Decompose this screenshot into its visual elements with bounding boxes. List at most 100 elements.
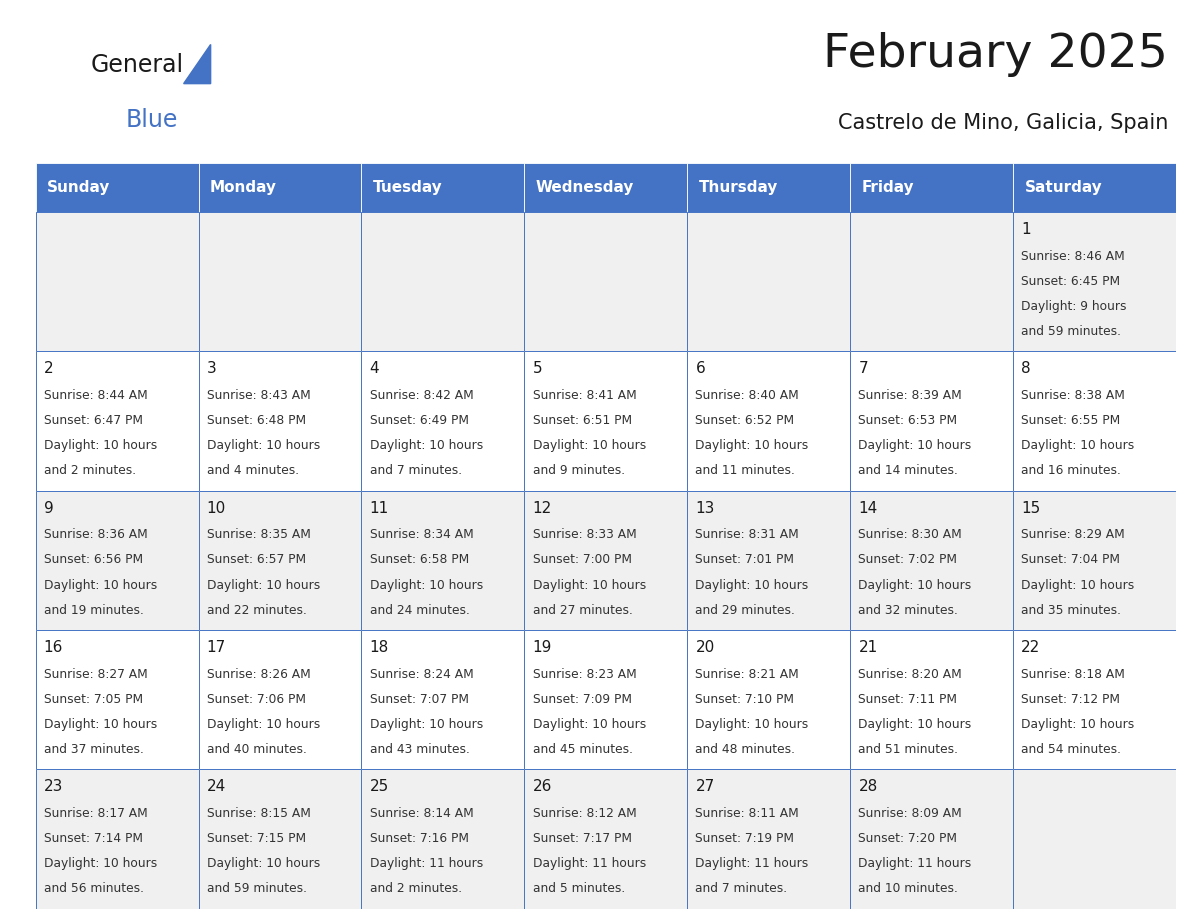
Text: and 2 minutes.: and 2 minutes. <box>44 465 135 477</box>
Text: Daylight: 10 hours: Daylight: 10 hours <box>369 578 482 591</box>
Text: 16: 16 <box>44 640 63 655</box>
Text: Sunset: 7:01 PM: Sunset: 7:01 PM <box>695 554 795 566</box>
Text: 27: 27 <box>695 779 715 794</box>
Text: Sunset: 7:14 PM: Sunset: 7:14 PM <box>44 833 143 845</box>
FancyBboxPatch shape <box>198 212 361 352</box>
Text: Sunset: 6:51 PM: Sunset: 6:51 PM <box>532 414 632 427</box>
Text: and 40 minutes.: and 40 minutes. <box>207 743 307 756</box>
Text: and 27 minutes.: and 27 minutes. <box>532 604 632 617</box>
FancyBboxPatch shape <box>198 163 361 212</box>
Text: Daylight: 10 hours: Daylight: 10 hours <box>1022 439 1135 453</box>
Text: 11: 11 <box>369 500 388 516</box>
Text: Daylight: 10 hours: Daylight: 10 hours <box>44 578 157 591</box>
Text: Daylight: 10 hours: Daylight: 10 hours <box>859 718 972 731</box>
Text: and 45 minutes.: and 45 minutes. <box>532 743 632 756</box>
Text: Daylight: 10 hours: Daylight: 10 hours <box>44 857 157 870</box>
Text: Sunset: 7:07 PM: Sunset: 7:07 PM <box>369 693 468 706</box>
Text: 7: 7 <box>859 361 868 376</box>
Text: and 4 minutes.: and 4 minutes. <box>207 465 299 477</box>
Text: Sunrise: 8:21 AM: Sunrise: 8:21 AM <box>695 667 800 681</box>
Text: Daylight: 10 hours: Daylight: 10 hours <box>532 439 646 453</box>
Text: and 54 minutes.: and 54 minutes. <box>1022 743 1121 756</box>
Text: Sunrise: 8:40 AM: Sunrise: 8:40 AM <box>695 389 800 402</box>
Text: Daylight: 10 hours: Daylight: 10 hours <box>207 718 320 731</box>
Text: Sunset: 6:56 PM: Sunset: 6:56 PM <box>44 554 143 566</box>
Text: and 19 minutes.: and 19 minutes. <box>44 604 144 617</box>
Text: and 16 minutes.: and 16 minutes. <box>1022 465 1121 477</box>
Text: 13: 13 <box>695 500 715 516</box>
Text: Daylight: 11 hours: Daylight: 11 hours <box>695 857 809 870</box>
FancyBboxPatch shape <box>1013 630 1176 769</box>
Text: 20: 20 <box>695 640 715 655</box>
Text: and 59 minutes.: and 59 minutes. <box>1022 325 1121 338</box>
Text: Sunrise: 8:14 AM: Sunrise: 8:14 AM <box>369 807 473 820</box>
Text: 18: 18 <box>369 640 388 655</box>
FancyBboxPatch shape <box>1013 212 1176 352</box>
Text: 10: 10 <box>207 500 226 516</box>
Text: 24: 24 <box>207 779 226 794</box>
Text: Castrelo de Mino, Galicia, Spain: Castrelo de Mino, Galicia, Spain <box>838 113 1168 133</box>
Text: Daylight: 10 hours: Daylight: 10 hours <box>1022 578 1135 591</box>
FancyBboxPatch shape <box>361 630 524 769</box>
Text: and 9 minutes.: and 9 minutes. <box>532 465 625 477</box>
Text: Sunrise: 8:39 AM: Sunrise: 8:39 AM <box>859 389 962 402</box>
Text: Sunrise: 8:30 AM: Sunrise: 8:30 AM <box>859 529 962 542</box>
Text: and 56 minutes.: and 56 minutes. <box>44 882 144 895</box>
Text: Sunset: 6:58 PM: Sunset: 6:58 PM <box>369 554 469 566</box>
Text: Sunset: 7:10 PM: Sunset: 7:10 PM <box>695 693 795 706</box>
Text: and 59 minutes.: and 59 minutes. <box>207 882 307 895</box>
FancyBboxPatch shape <box>1013 769 1176 909</box>
Text: Sunrise: 8:43 AM: Sunrise: 8:43 AM <box>207 389 310 402</box>
Text: and 5 minutes.: and 5 minutes. <box>532 882 625 895</box>
Text: Sunrise: 8:29 AM: Sunrise: 8:29 AM <box>1022 529 1125 542</box>
FancyBboxPatch shape <box>198 769 361 909</box>
FancyBboxPatch shape <box>524 212 688 352</box>
FancyBboxPatch shape <box>1013 163 1176 212</box>
Text: and 48 minutes.: and 48 minutes. <box>695 743 796 756</box>
Text: Sunset: 7:16 PM: Sunset: 7:16 PM <box>369 833 468 845</box>
Text: 26: 26 <box>532 779 552 794</box>
FancyBboxPatch shape <box>36 352 198 491</box>
FancyBboxPatch shape <box>851 352 1013 491</box>
Text: Sunrise: 8:41 AM: Sunrise: 8:41 AM <box>532 389 637 402</box>
Text: Daylight: 11 hours: Daylight: 11 hours <box>532 857 646 870</box>
FancyBboxPatch shape <box>361 352 524 491</box>
FancyBboxPatch shape <box>851 212 1013 352</box>
Text: Daylight: 10 hours: Daylight: 10 hours <box>695 718 809 731</box>
FancyBboxPatch shape <box>198 352 361 491</box>
Text: Sunset: 7:05 PM: Sunset: 7:05 PM <box>44 693 143 706</box>
Text: 19: 19 <box>532 640 552 655</box>
FancyBboxPatch shape <box>851 769 1013 909</box>
Text: 6: 6 <box>695 361 706 376</box>
FancyBboxPatch shape <box>36 630 198 769</box>
Text: Daylight: 10 hours: Daylight: 10 hours <box>859 578 972 591</box>
Text: Daylight: 10 hours: Daylight: 10 hours <box>207 857 320 870</box>
Text: Sunrise: 8:46 AM: Sunrise: 8:46 AM <box>1022 250 1125 263</box>
Text: 12: 12 <box>532 500 551 516</box>
Text: Daylight: 10 hours: Daylight: 10 hours <box>369 439 482 453</box>
Text: and 29 minutes.: and 29 minutes. <box>695 604 795 617</box>
FancyBboxPatch shape <box>524 352 688 491</box>
FancyBboxPatch shape <box>1013 352 1176 491</box>
Text: 14: 14 <box>859 500 878 516</box>
Text: 22: 22 <box>1022 640 1041 655</box>
Text: and 7 minutes.: and 7 minutes. <box>369 465 462 477</box>
FancyBboxPatch shape <box>851 491 1013 630</box>
Text: and 7 minutes.: and 7 minutes. <box>695 882 788 895</box>
Text: 9: 9 <box>44 500 53 516</box>
Text: Sunset: 6:57 PM: Sunset: 6:57 PM <box>207 554 305 566</box>
FancyBboxPatch shape <box>36 769 198 909</box>
Text: Sunrise: 8:23 AM: Sunrise: 8:23 AM <box>532 667 637 681</box>
FancyBboxPatch shape <box>524 769 688 909</box>
Text: Daylight: 10 hours: Daylight: 10 hours <box>369 718 482 731</box>
Text: 15: 15 <box>1022 500 1041 516</box>
Text: and 35 minutes.: and 35 minutes. <box>1022 604 1121 617</box>
Polygon shape <box>184 44 210 84</box>
Text: Sunset: 6:47 PM: Sunset: 6:47 PM <box>44 414 143 427</box>
FancyBboxPatch shape <box>688 491 851 630</box>
Text: and 14 minutes.: and 14 minutes. <box>859 465 959 477</box>
FancyBboxPatch shape <box>1013 491 1176 630</box>
Text: Sunset: 6:53 PM: Sunset: 6:53 PM <box>859 414 958 427</box>
Text: Sunset: 6:49 PM: Sunset: 6:49 PM <box>369 414 468 427</box>
Text: Sunset: 7:06 PM: Sunset: 7:06 PM <box>207 693 305 706</box>
